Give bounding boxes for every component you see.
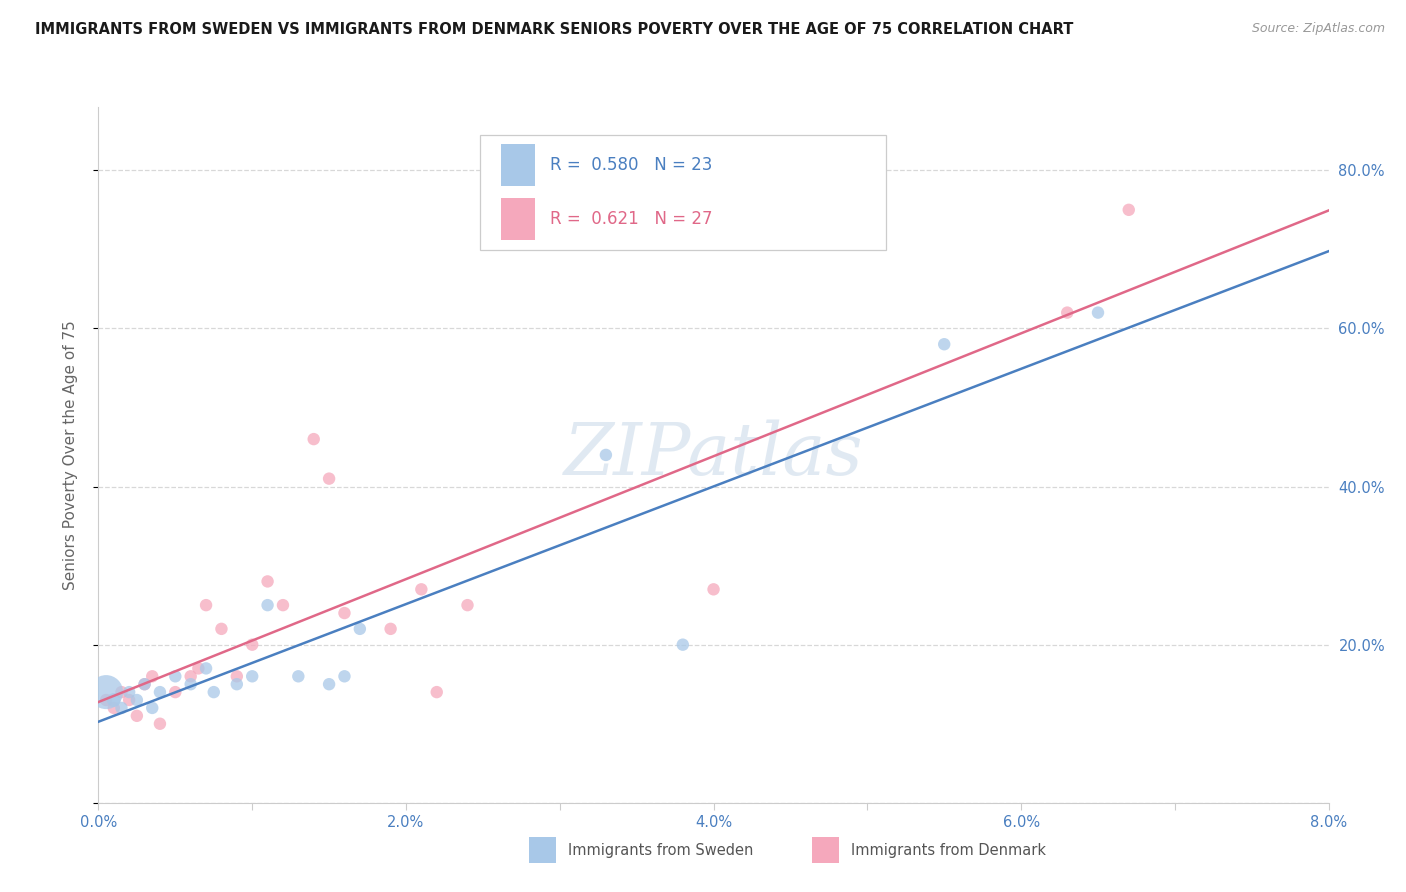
Point bbox=[302, 432, 325, 446]
Point bbox=[103, 701, 125, 715]
Point bbox=[271, 598, 294, 612]
Text: IMMIGRANTS FROM SWEDEN VS IMMIGRANTS FROM DENMARK SENIORS POVERTY OVER THE AGE O: IMMIGRANTS FROM SWEDEN VS IMMIGRANTS FRO… bbox=[35, 22, 1074, 37]
Point bbox=[180, 669, 202, 683]
Text: R =  0.621   N = 27: R = 0.621 N = 27 bbox=[550, 211, 713, 228]
Bar bbox=[501, 198, 536, 240]
Point bbox=[411, 582, 433, 597]
Point bbox=[149, 716, 172, 731]
Point bbox=[118, 693, 141, 707]
Point bbox=[187, 661, 209, 675]
Bar bbox=[813, 837, 839, 863]
Point bbox=[1087, 305, 1109, 319]
Point bbox=[165, 669, 187, 683]
Point bbox=[165, 685, 187, 699]
Point bbox=[94, 693, 117, 707]
Point bbox=[110, 685, 132, 699]
Point bbox=[426, 685, 449, 699]
Point bbox=[672, 638, 695, 652]
Point bbox=[349, 622, 371, 636]
Point bbox=[118, 685, 141, 699]
FancyBboxPatch shape bbox=[479, 135, 886, 250]
Point bbox=[180, 677, 202, 691]
Point bbox=[225, 677, 247, 691]
Point bbox=[149, 685, 172, 699]
Point bbox=[240, 669, 263, 683]
Point bbox=[125, 708, 148, 723]
Point bbox=[134, 677, 156, 691]
Point bbox=[1056, 305, 1078, 319]
Point bbox=[333, 606, 356, 620]
Y-axis label: Seniors Poverty Over the Age of 75: Seniors Poverty Over the Age of 75 bbox=[63, 320, 77, 590]
Point bbox=[225, 669, 247, 683]
Point bbox=[380, 622, 402, 636]
Point bbox=[134, 677, 156, 691]
Point bbox=[211, 622, 233, 636]
Point bbox=[141, 669, 163, 683]
Point bbox=[103, 693, 125, 707]
Point bbox=[195, 661, 218, 675]
Point bbox=[595, 448, 617, 462]
Point bbox=[141, 701, 163, 715]
Point bbox=[94, 685, 117, 699]
Point bbox=[287, 669, 309, 683]
Bar bbox=[529, 837, 557, 863]
Point bbox=[240, 638, 263, 652]
Point bbox=[256, 598, 278, 612]
Point bbox=[456, 598, 478, 612]
Text: R =  0.580   N = 23: R = 0.580 N = 23 bbox=[550, 156, 713, 174]
Text: Source: ZipAtlas.com: Source: ZipAtlas.com bbox=[1251, 22, 1385, 36]
Point bbox=[318, 472, 340, 486]
Point bbox=[1118, 202, 1140, 217]
Point bbox=[202, 685, 225, 699]
Point bbox=[125, 693, 148, 707]
Text: Immigrants from Sweden: Immigrants from Sweden bbox=[568, 843, 754, 857]
Point bbox=[934, 337, 956, 351]
Text: ZIPatlas: ZIPatlas bbox=[564, 419, 863, 491]
Point bbox=[333, 669, 356, 683]
Point bbox=[256, 574, 278, 589]
Point bbox=[703, 582, 725, 597]
Point bbox=[318, 677, 340, 691]
Text: Immigrants from Denmark: Immigrants from Denmark bbox=[852, 843, 1046, 857]
Point bbox=[110, 701, 132, 715]
Bar bbox=[501, 145, 536, 186]
Point bbox=[195, 598, 218, 612]
